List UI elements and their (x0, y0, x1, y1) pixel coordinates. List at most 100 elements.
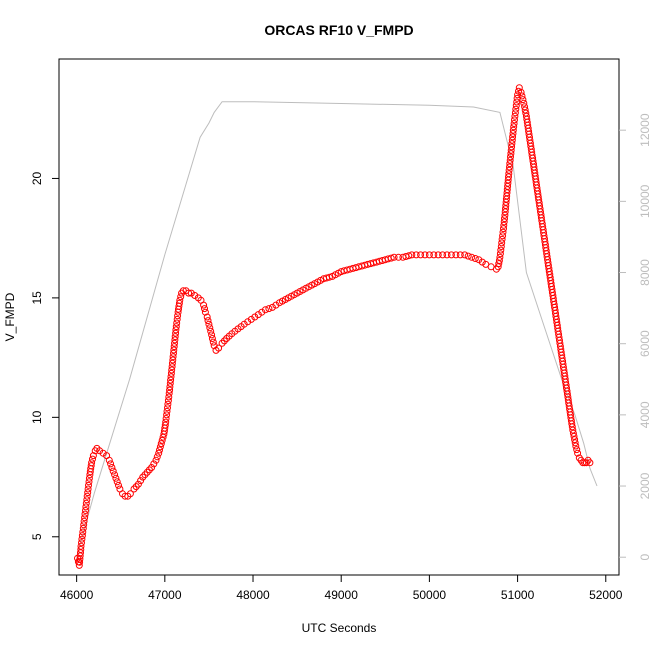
v-fmpd-point (187, 289, 195, 297)
v-fmpd-point-fill (412, 251, 420, 259)
v-fmpd-point-fill (509, 133, 517, 141)
v-fmpd-point-fill (265, 305, 273, 313)
v-fmpd-point (568, 423, 576, 431)
v-fmpd-point (218, 339, 226, 347)
v-fmpd-point-fill (85, 481, 92, 489)
v-fmpd-point-fill (153, 453, 161, 461)
y-tick-label-left: 15 (30, 291, 44, 305)
v-fmpd-point (475, 256, 483, 264)
v-fmpd-point (200, 301, 208, 309)
v-fmpd-point (172, 323, 180, 331)
v-fmpd-point-fill (141, 471, 149, 479)
v-fmpd-point-fill (506, 163, 513, 171)
v-fmpd-point-fill (80, 521, 88, 529)
v-fmpd-point-fill (387, 254, 395, 262)
v-fmpd-point-fill (172, 329, 180, 337)
v-fmpd-point-fill (569, 426, 577, 434)
v-fmpd-point (108, 464, 116, 471)
v-fmpd-point-fill (508, 143, 516, 151)
v-fmpd-point (134, 480, 142, 488)
v-fmpd-point-fill (162, 415, 170, 422)
v-fmpd-point (152, 456, 160, 464)
v-fmpd-point-fill (173, 319, 181, 327)
v-fmpd-point-fill (405, 252, 413, 260)
v-fmpd-point (574, 449, 582, 457)
v-fmpd-point-fill (89, 455, 96, 463)
v-fmpd-point (191, 292, 199, 299)
v-fmpd-point-fill (506, 160, 514, 168)
y-tick-label-left: 5 (30, 533, 44, 540)
v-fmpd-point-fill (501, 211, 509, 219)
v-fmpd-point-fill (569, 429, 577, 437)
v-fmpd-point (452, 251, 460, 259)
v-fmpd-point (208, 335, 216, 342)
v-fmpd-point-fill (497, 243, 505, 250)
v-fmpd-point-fill (520, 99, 528, 107)
v-fmpd-point-fill (85, 478, 93, 486)
v-fmpd-point-fill (168, 359, 176, 367)
v-fmpd-point (207, 327, 215, 335)
v-fmpd-point-fill (132, 483, 140, 491)
y-tick-label-right: 6000 (638, 330, 650, 357)
v-fmpd-point (521, 103, 529, 111)
v-fmpd-point-fill (206, 324, 214, 332)
v-fmpd-point-fill (395, 253, 402, 261)
v-fmpd-point-fill (571, 436, 579, 444)
v-fmpd-point-fill (421, 251, 429, 259)
v-fmpd-point (268, 303, 276, 311)
v-fmpd-point-fill (507, 150, 515, 158)
v-fmpd-point-fill (258, 308, 266, 316)
v-fmpd-point (500, 225, 507, 233)
v-fmpd-point-fill (513, 98, 521, 106)
v-fmpd-point (468, 253, 476, 261)
v-fmpd-point-fill (511, 112, 519, 120)
v-fmpd-point (514, 91, 522, 99)
v-fmpd-point (126, 490, 134, 498)
y-tick-label-left: 10 (30, 410, 44, 424)
v-fmpd-point (570, 432, 578, 440)
v-fmpd-point-fill (156, 446, 163, 454)
v-fmpd-point-fill (508, 140, 516, 148)
v-fmpd-point-fill (169, 353, 177, 361)
v-fmpd-point (176, 296, 184, 304)
v-fmpd-point-fill (161, 421, 169, 429)
v-fmpd-point (79, 528, 87, 536)
v-fmpd-point (139, 473, 147, 481)
x-tick-label: 46000 (60, 588, 94, 602)
v-fmpd-point-fill (85, 474, 93, 482)
v-fmpd-point (261, 306, 269, 314)
v-fmpd-point (113, 478, 121, 486)
v-fmpd-point-fill (158, 436, 166, 444)
v-fmpd-point-fill (166, 383, 174, 391)
v-fmpd-point (143, 468, 151, 476)
v-fmpd-point (105, 456, 113, 464)
v-fmpd-point (169, 356, 177, 364)
v-fmpd-point-fill (83, 492, 91, 500)
v-fmpd-point (254, 311, 262, 319)
v-fmpd-point-fill (498, 235, 506, 243)
v-fmpd-point-fill (174, 312, 182, 320)
v-fmpd-point-fill (156, 443, 164, 451)
v-fmpd-point-fill (439, 251, 447, 259)
v-fmpd-point-fill (83, 496, 91, 504)
v-fmpd-point-fill (163, 407, 171, 415)
v-fmpd-point-fill (177, 293, 185, 301)
v-fmpd-point-fill (77, 546, 85, 553)
v-fmpd-point-fill (80, 517, 88, 525)
v-fmpd-point-fill (107, 460, 115, 468)
v-fmpd-point-fill (115, 481, 122, 489)
y-tick-label-right: 8000 (638, 259, 650, 286)
v-fmpd-point-fill (79, 524, 87, 532)
v-fmpd-point (167, 373, 175, 381)
v-fmpd-point-fill (500, 221, 508, 229)
v-fmpd-point (507, 153, 514, 161)
v-fmpd-point-fill (112, 474, 120, 482)
v-fmpd-point (165, 389, 173, 397)
v-fmpd-point-fill (511, 109, 519, 117)
v-fmpd-point-fill (165, 393, 173, 401)
y-tick-label-right: 12000 (638, 113, 650, 147)
v-fmpd-point (99, 449, 107, 457)
v-fmpd-point-fill (251, 313, 259, 321)
v-fmpd-point-fill (172, 326, 180, 334)
